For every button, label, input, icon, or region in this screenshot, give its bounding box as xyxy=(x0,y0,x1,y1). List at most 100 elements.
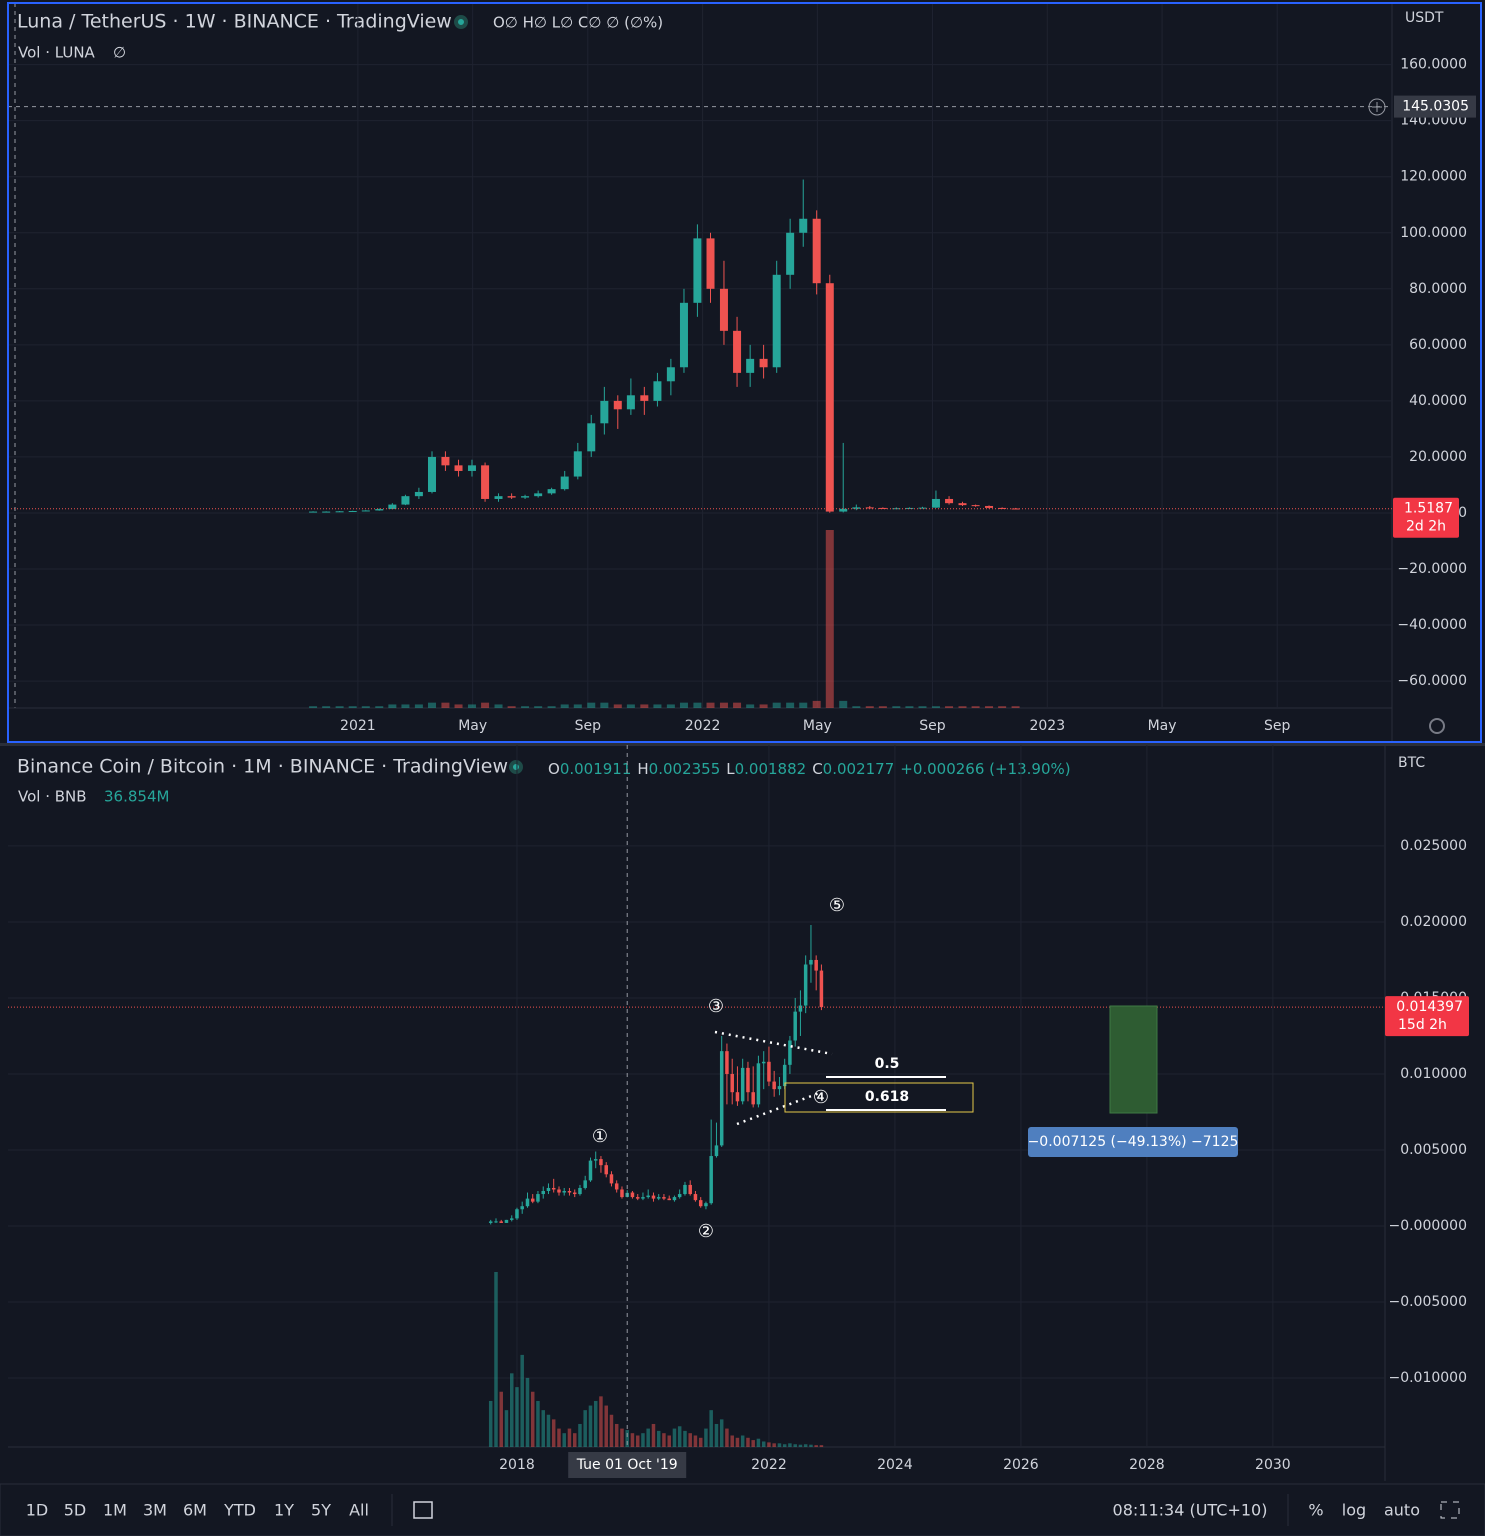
ohlc-legend: O∅ H∅ L∅ C∅ ∅ (∅%) xyxy=(493,14,663,32)
volume-bar xyxy=(852,706,861,708)
volume-bar xyxy=(573,704,582,708)
volume-bar xyxy=(985,706,994,708)
candle-body xyxy=(814,959,818,971)
candle-body xyxy=(599,1159,603,1166)
candle-body xyxy=(588,1160,593,1181)
volume-bar xyxy=(635,1435,640,1447)
y-tick-label: −60.0000 xyxy=(1397,673,1467,689)
range-button[interactable]: 1Y xyxy=(274,1501,294,1520)
clock: 08:11:34 (UTC+10) xyxy=(1113,1501,1268,1520)
ohlc-key: L xyxy=(726,760,735,778)
y-tick-label: 40.0000 xyxy=(1409,393,1467,409)
candle-body xyxy=(515,1209,519,1219)
volume-bar xyxy=(620,1428,624,1447)
volume-bar xyxy=(499,1391,503,1447)
range-button[interactable]: All xyxy=(349,1501,369,1520)
candle-body xyxy=(761,1061,766,1064)
volume-bar xyxy=(767,1442,771,1447)
candle-body xyxy=(361,510,370,512)
volume-bar xyxy=(865,706,874,708)
candle-body xyxy=(646,1195,650,1198)
volume-bar xyxy=(625,1430,629,1447)
volume-bar xyxy=(626,704,635,708)
candle-body xyxy=(348,511,357,513)
range-button[interactable]: 3M xyxy=(143,1501,167,1520)
volume-bar xyxy=(604,1405,608,1447)
status-dot xyxy=(509,760,523,774)
volume-bar xyxy=(653,704,662,708)
candle-body xyxy=(653,381,662,401)
axis-option[interactable]: log xyxy=(1342,1501,1366,1520)
volume-bar xyxy=(504,1410,509,1447)
candle-body xyxy=(679,302,688,368)
candle-body xyxy=(656,1197,661,1199)
x-tick-label: Sep xyxy=(919,718,946,734)
candle-body xyxy=(777,1086,782,1090)
candle-body xyxy=(567,1191,572,1193)
candle-body xyxy=(746,1067,750,1093)
fullscreen-icon[interactable] xyxy=(1440,1501,1460,1519)
calendar-icon[interactable] xyxy=(413,1501,433,1519)
candle-body xyxy=(620,1189,624,1198)
crosshair-price-box xyxy=(1394,95,1476,118)
x-tick-label: May xyxy=(1148,718,1177,734)
status-dot xyxy=(454,15,468,29)
last-price-label: 0.014397 xyxy=(1396,999,1463,1015)
candle-body xyxy=(1011,508,1020,510)
candle-body xyxy=(521,496,530,498)
fib-label: 0.618 xyxy=(865,1089,909,1105)
range-button[interactable]: 1M xyxy=(103,1501,127,1520)
ohlc-value: 0.001911 xyxy=(560,760,632,778)
candle-body xyxy=(536,1194,540,1202)
candle-body xyxy=(667,1198,671,1201)
candle-body xyxy=(604,1165,608,1175)
volume-bar xyxy=(641,1433,645,1447)
candle-body xyxy=(786,232,795,275)
candle-body xyxy=(507,496,516,498)
axis-option[interactable]: % xyxy=(1308,1501,1323,1520)
volume-bar xyxy=(693,702,702,708)
range-button[interactable]: 5D xyxy=(64,1501,87,1520)
volume-bar xyxy=(772,702,781,708)
range-button[interactable]: 1D xyxy=(26,1501,49,1520)
volume-bar xyxy=(683,1430,687,1447)
volume-bar xyxy=(719,702,728,708)
candle-body xyxy=(751,1092,755,1105)
candle-body xyxy=(541,1191,545,1195)
range-button[interactable]: 6M xyxy=(183,1501,207,1520)
candle-body xyxy=(819,970,824,1008)
volume-bar xyxy=(541,1410,545,1447)
x-tick-label: 2023 xyxy=(1029,718,1065,734)
settings-icon[interactable] xyxy=(1429,718,1445,734)
candle-body xyxy=(740,1067,745,1102)
candle-body xyxy=(746,358,755,373)
volume-bar xyxy=(600,702,609,708)
y-tick-label: −20.0000 xyxy=(1397,561,1467,577)
axis-option[interactable]: auto xyxy=(1384,1501,1420,1520)
x-tick-label: 2022 xyxy=(751,1457,787,1473)
currency[interactable]: USDT xyxy=(1405,10,1444,26)
volume-bar xyxy=(971,706,980,708)
candle-body xyxy=(613,400,622,410)
volume-bar xyxy=(788,1443,792,1447)
volume-bar xyxy=(401,704,410,708)
candle-body xyxy=(427,456,436,492)
currency[interactable]: BTC xyxy=(1398,755,1425,771)
x-tick-label: 2026 xyxy=(1003,1457,1039,1473)
y-tick-label: −0.005000 xyxy=(1388,1294,1467,1310)
ohlc-value: 0.002177 xyxy=(823,760,895,778)
range-button[interactable]: 5Y xyxy=(311,1501,331,1520)
candle-body xyxy=(467,465,476,471)
volume-bar xyxy=(799,702,808,708)
candle-body xyxy=(672,1197,677,1201)
measure-label-box xyxy=(1028,1127,1238,1157)
volume-bar xyxy=(520,1354,524,1447)
volume-bar xyxy=(515,1387,519,1447)
candle-body xyxy=(401,496,410,505)
candle-body xyxy=(375,509,384,511)
candle-body xyxy=(666,367,675,382)
range-button[interactable]: YTD xyxy=(223,1501,256,1520)
candle-body xyxy=(793,1011,797,1041)
y-tick-label: 120.0000 xyxy=(1400,169,1467,185)
candle-body xyxy=(698,1200,703,1207)
